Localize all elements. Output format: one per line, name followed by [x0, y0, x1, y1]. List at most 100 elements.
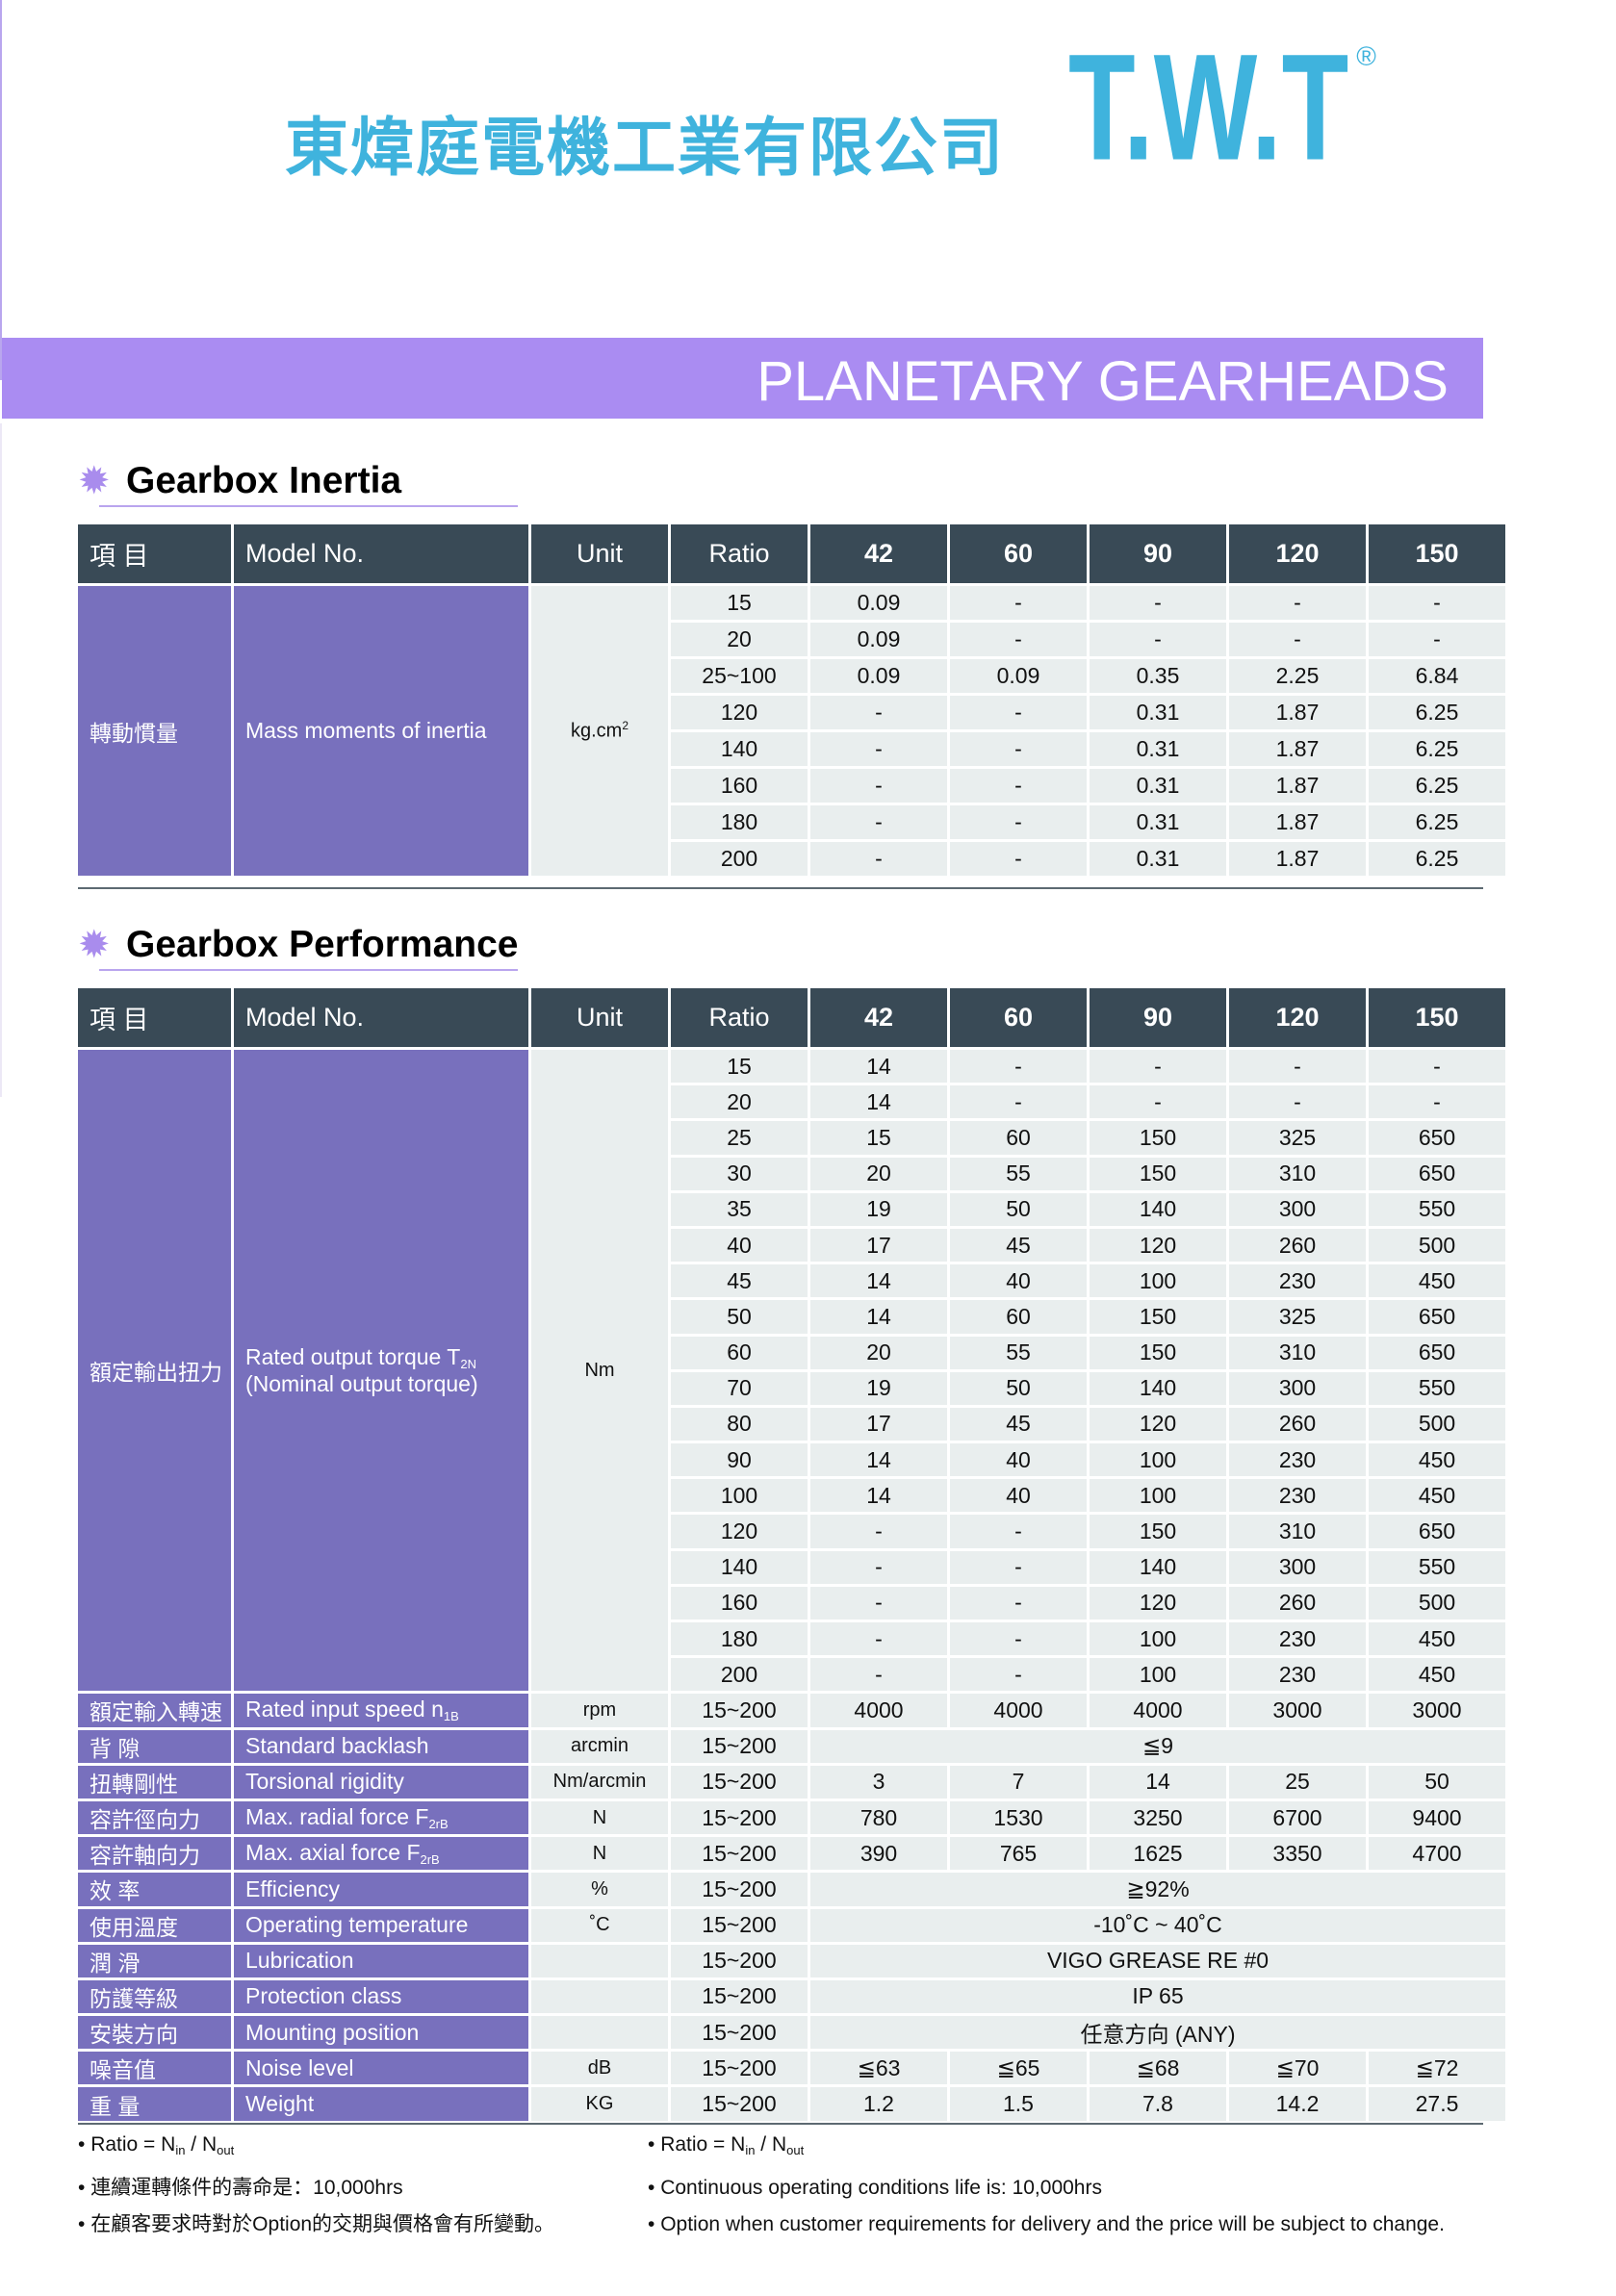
value-cell: 0.09 — [810, 586, 947, 620]
value-cell: 3 — [810, 1765, 947, 1799]
row-label-zh: 防護等級 — [78, 1979, 231, 2014]
value-cell: 500 — [1369, 1407, 1505, 1441]
value-cell: 140 — [1090, 1192, 1226, 1226]
twt-logo: T.W.T — [1068, 23, 1349, 192]
row-label-en: Mass moments of inertia — [234, 586, 528, 876]
header-unit: Unit — [531, 988, 668, 1047]
value-cell: 100 — [1090, 1443, 1226, 1477]
ratio-cell: 15~200 — [671, 1765, 808, 1799]
label-text: Operating temperature — [245, 1912, 469, 1938]
table-row: 160- -0.31 1.87 6.25 — [78, 769, 1505, 803]
header-row: 項 目 Model No. Unit Ratio 42 60 90 120 150 — [78, 988, 1505, 1047]
value-cell: - — [1090, 623, 1226, 656]
value-cell: 45 — [950, 1407, 1087, 1441]
label-text: Max. axial force F — [245, 1840, 421, 1866]
ratio-cell: 15~200 — [671, 2016, 808, 2050]
note-item: Ratio = Nin / Nout — [78, 2127, 554, 2170]
value-cell: ≦63 — [810, 2052, 947, 2085]
value-cell: 1.87 — [1229, 805, 1366, 839]
value-cell: - — [950, 1550, 1087, 1584]
table-row: 90 14 40 100 230 450 — [78, 1443, 1505, 1477]
label-text: Torsional rigidity — [245, 1769, 404, 1795]
value-cell: 310 — [1229, 1157, 1366, 1190]
ratio-cell: 120 — [671, 696, 808, 729]
value-cell: 0.31 — [1090, 805, 1226, 839]
value-cell: 3000 — [1369, 1694, 1505, 1727]
row-label-en: Operating temperature — [234, 1908, 528, 1942]
note-text: 在顧客要求時對於Option的交期與價格會有所變動。 — [90, 2213, 555, 2235]
ratio-cell: 30 — [671, 1157, 808, 1190]
table-row: 50 14 60 150 325 650 — [78, 1300, 1505, 1334]
note-text: / N — [755, 2133, 787, 2156]
notes-chinese: Ratio = Nin / Nout 連續運轉條件的壽命是：10,000hrs 在顧… — [78, 2127, 554, 2244]
value-cell: ≦68 — [1090, 2052, 1226, 2085]
value-cell: 60 — [950, 1300, 1087, 1334]
registered-mark: ® — [1356, 41, 1376, 71]
table-row: 25~100 0.09 0.09 0.35 2.25 6.84 — [78, 659, 1505, 693]
value-cell: 650 — [1369, 1300, 1505, 1334]
value-cell: 140 — [1090, 1371, 1226, 1405]
ratio-cell: 15~200 — [671, 1944, 808, 1977]
label-text: (Nominal output torque) — [245, 1370, 478, 1396]
section-heading-performance: ✹ Gearbox Performance — [78, 924, 519, 971]
ratio-cell: 15~200 — [671, 1800, 808, 1835]
row-label-en: Noise level — [234, 2052, 528, 2085]
value-cell: 390 — [810, 1837, 947, 1871]
value-cell: 14 — [810, 1300, 947, 1334]
value-cell: - — [1229, 1050, 1366, 1084]
value-cell: 55 — [950, 1336, 1087, 1369]
value-cell: 6.84 — [1369, 659, 1505, 693]
merged-value-cell: IP 65 — [810, 1979, 1505, 2014]
value-cell: - — [950, 732, 1087, 766]
header-model: Model No. — [234, 524, 528, 583]
value-cell: - — [950, 1586, 1087, 1620]
value-cell: 60 — [950, 1121, 1087, 1155]
value-cell: - — [950, 1085, 1087, 1119]
value-cell: 100 — [1090, 1658, 1226, 1692]
value-cell: - — [950, 1658, 1087, 1692]
row-label-en: Standard backlash — [234, 1729, 528, 1763]
banner-title: PLANETARY GEARHEADS — [757, 350, 1449, 413]
subscript: out — [786, 2143, 805, 2157]
ratio-cell: 15~200 — [671, 2087, 808, 2121]
spec-row: 效 率 Efficiency% 15~200 ≧92% — [78, 1873, 1505, 1906]
row-label-zh: 額定輸出扭力 — [78, 1050, 231, 1692]
value-cell: 14 — [810, 1050, 947, 1084]
value-cell: 260 — [1229, 1228, 1366, 1263]
note-text: 連續運轉條件的壽命是：10,000hrs — [90, 2176, 403, 2199]
value-cell: 120 — [1090, 1228, 1226, 1263]
label-text: Rated output torque T — [245, 1343, 461, 1369]
value-cell: - — [810, 1622, 947, 1656]
value-cell: 50 — [1369, 1765, 1505, 1799]
ratio-cell: 50 — [671, 1300, 808, 1334]
unit-cell: arcmin — [531, 1729, 668, 1763]
merged-value-cell: VIGO GREASE RE #0 — [810, 1944, 1505, 1977]
value-cell: 0.09 — [810, 659, 947, 693]
value-cell: - — [1369, 1050, 1505, 1084]
ratio-cell: 15~200 — [671, 1979, 808, 2014]
table-row: 100 14 40 100 230 450 — [78, 1479, 1505, 1513]
label-text: Weight — [245, 2091, 315, 2117]
value-cell: 20 — [810, 1157, 947, 1190]
heading-underline — [99, 969, 518, 971]
value-cell: 0.09 — [950, 659, 1087, 693]
value-cell: - — [1090, 1085, 1226, 1119]
value-cell: ≦72 — [1369, 2052, 1505, 2085]
row-label-en: Protection class — [234, 1979, 528, 2014]
value-cell: ≦70 — [1229, 2052, 1366, 2085]
spec-row: 扭轉剛性 Torsional rigidity Nm/arcmin 15~200 3 7 1… — [78, 1765, 1505, 1799]
value-cell: 100 — [1090, 1264, 1226, 1298]
value-cell: - — [1369, 1085, 1505, 1119]
label-text: Standard backlash — [245, 1733, 429, 1759]
merged-value-cell: -10˚C ~ 40˚C — [810, 1908, 1505, 1942]
note-item: Ratio = Nin / Nout — [648, 2127, 1445, 2170]
ratio-cell: 140 — [671, 732, 808, 766]
table-row: 20 0.09- - - - — [78, 623, 1505, 656]
value-cell: 230 — [1229, 1443, 1366, 1477]
ratio-cell: 120 — [671, 1515, 808, 1548]
value-cell: - — [950, 623, 1087, 656]
spec-row: 容許徑向力 Max. radial force F2rB N 15~200 780 153… — [78, 1800, 1505, 1835]
row-label-zh: 背 隙 — [78, 1729, 231, 1763]
value-cell: 500 — [1369, 1228, 1505, 1263]
value-cell: 17 — [810, 1228, 947, 1263]
